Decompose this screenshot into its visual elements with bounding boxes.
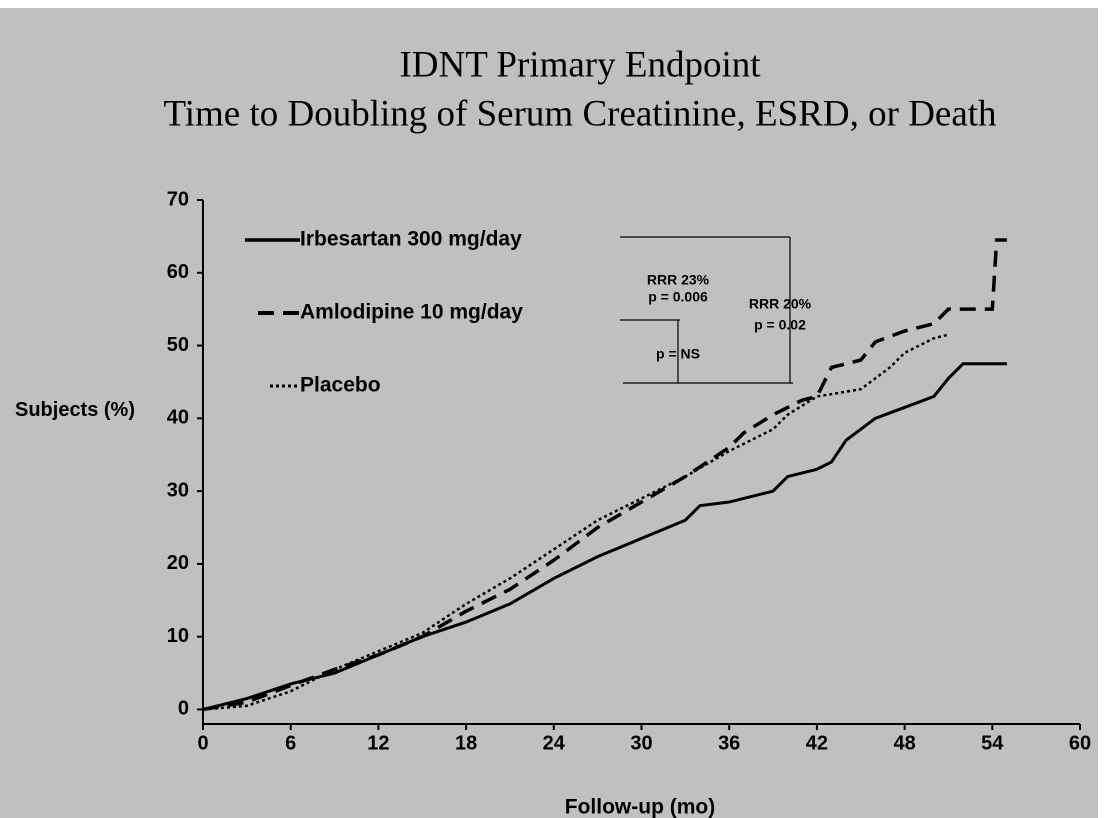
legend-label: Placebo: [300, 374, 381, 397]
x-tick-label: 18: [455, 732, 477, 754]
x-tick-label: 30: [630, 732, 652, 754]
y-label-box: Subjects (%): [14, 399, 136, 421]
x-tick-label: 0: [197, 732, 208, 754]
y-tick-label: 70: [167, 188, 189, 210]
series-line: [202, 333, 949, 711]
y-tick-label: 20: [167, 552, 189, 574]
chart-title: IDNT Primary Endpoint: [399, 44, 761, 85]
annotation: p = NS: [656, 346, 700, 362]
x-tick-label: 12: [367, 732, 389, 754]
x-axis-label: Follow-up (mo): [565, 796, 715, 818]
x-tick-label: 54: [981, 732, 1004, 754]
y-tick-label: 10: [167, 625, 189, 647]
brackets: [620, 236, 793, 384]
background: [0, 8, 1098, 818]
y-tick-label: 0: [178, 698, 189, 720]
y-tick-label: 50: [167, 334, 189, 356]
x-tick-label: 24: [543, 732, 566, 754]
annotation: RRR 20%: [749, 296, 812, 312]
annotation: p = 0.02: [754, 317, 806, 333]
annotation: RRR 23%: [647, 272, 710, 288]
y-tick-label: 40: [167, 407, 189, 429]
x-tick-label: 42: [806, 732, 828, 754]
y-tick-label: 30: [167, 479, 189, 501]
legend-label: Amlodipine 10 mg/day: [300, 301, 523, 324]
legend-label: Irbesartan 300 mg/day: [300, 228, 522, 251]
chart-subtitle: Time to Doubling of Serum Creatinine, ES…: [163, 93, 997, 134]
x-tick-label: 6: [285, 732, 296, 754]
series-line: [202, 238, 1007, 712]
y-tick-label: 60: [167, 261, 189, 283]
x-tick-label: 36: [718, 732, 740, 754]
annotation: p = 0.006: [648, 289, 708, 305]
x-tick-label: 48: [893, 732, 915, 754]
x-tick-label: 60: [1069, 732, 1091, 754]
y-axis-label: Subjects (%): [14, 399, 136, 421]
